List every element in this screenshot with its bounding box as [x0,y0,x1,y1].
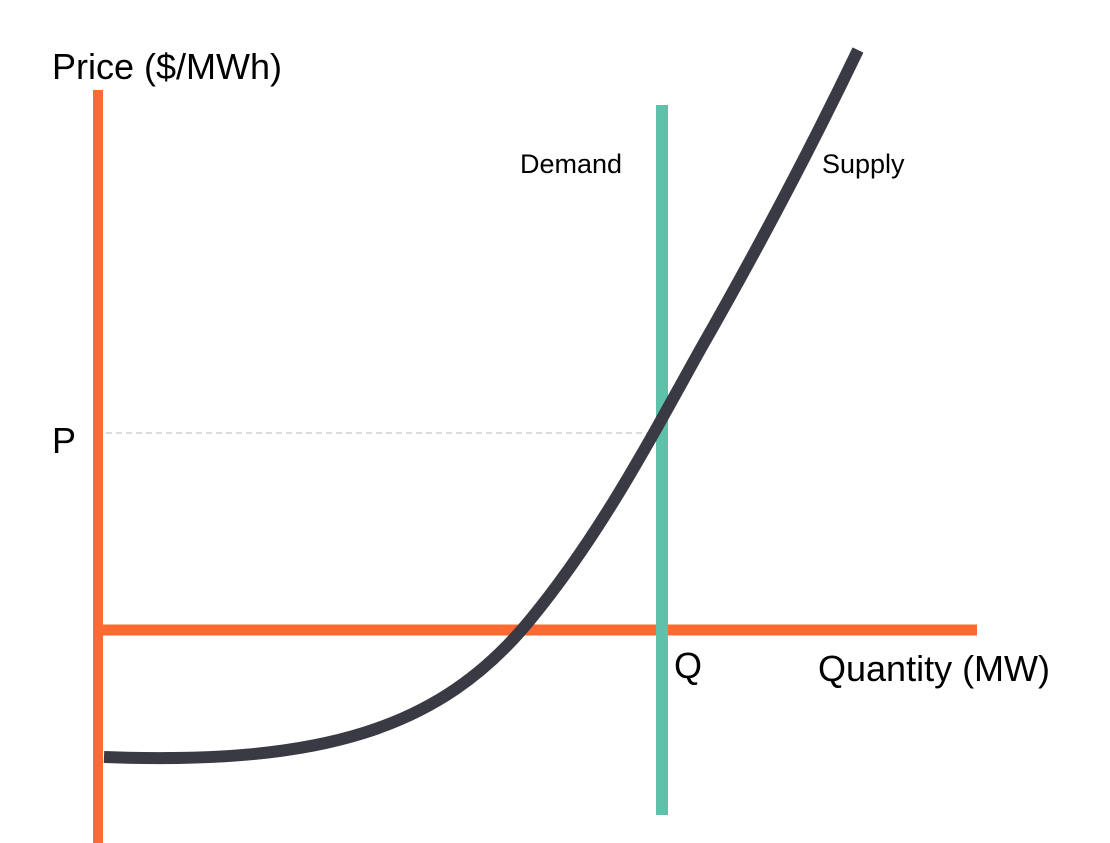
x-axis-title: Quantity (MW) [818,648,1050,689]
y-axis-title: Price ($/MWh) [52,46,282,87]
supply-series-label: Supply [822,149,905,179]
demand-series-label: Demand [520,149,622,179]
x-tick-label-q: Q [674,645,702,686]
supply-series-line [103,47,864,765]
y-tick-label-p: P [52,420,76,461]
